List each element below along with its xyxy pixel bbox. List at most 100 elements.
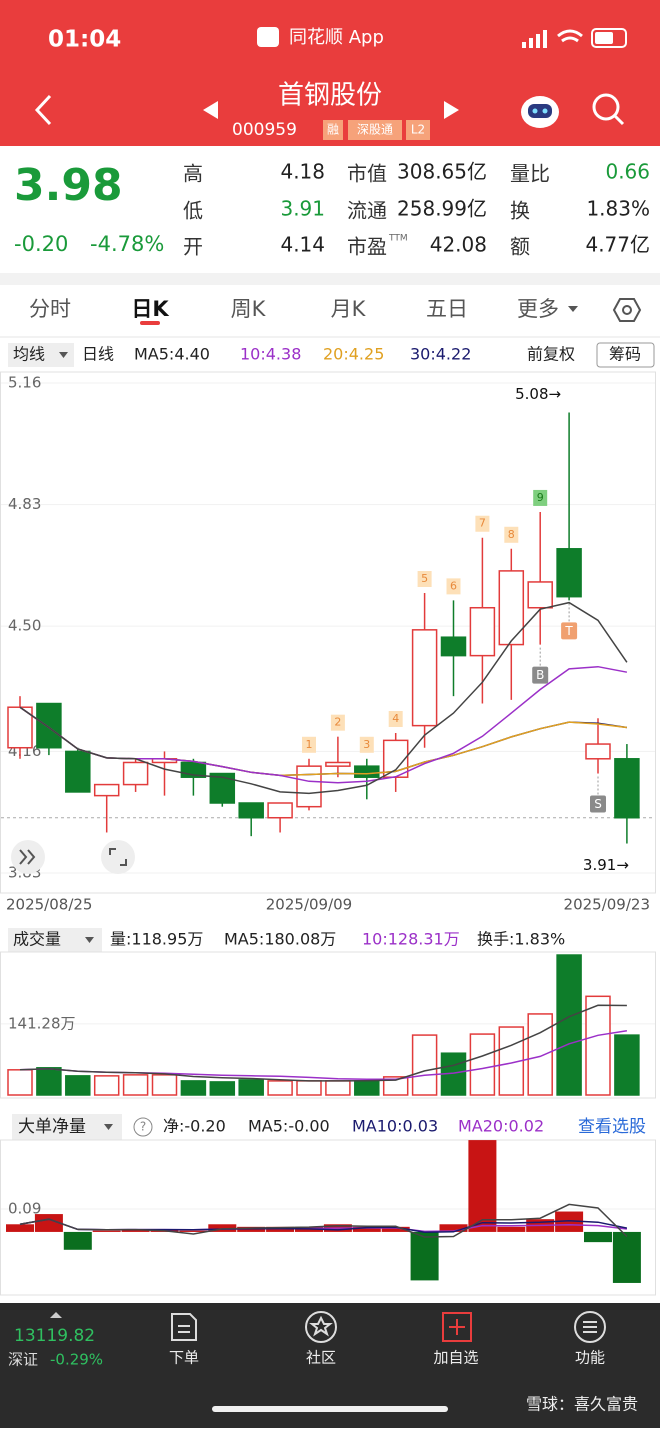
help-circle[interactable] [133, 1117, 153, 1137]
tab[interactable]: 五日 [426, 297, 468, 321]
search-icon[interactable] [592, 93, 625, 126]
volume-bar [180, 1080, 207, 1096]
flow-bar [208, 1224, 237, 1232]
low-annotation: 3.91→ [583, 856, 629, 874]
ma5-line [19, 601, 628, 795]
nav-item[interactable]: 加自选 [433, 1349, 478, 1367]
nav-item[interactable]: 下单 [169, 1349, 199, 1367]
stat-label: 低 [183, 199, 203, 223]
add-icon [442, 1312, 472, 1342]
price-panel [0, 371, 656, 894]
flow-bar [266, 1226, 295, 1232]
watermark: 雪球：喜久富贵 [526, 1395, 638, 1414]
stat-label: 市盈 [347, 235, 387, 259]
next-stock[interactable] [444, 101, 459, 119]
candle-body [527, 581, 553, 609]
flow-bar [468, 1140, 497, 1232]
dropdown-arrow [85, 937, 94, 943]
stat-label: 市值 [347, 162, 387, 186]
volume-bar [556, 954, 582, 1096]
app-icon [257, 27, 279, 47]
volume-bar [209, 1081, 236, 1096]
signal-label: 7 [479, 517, 486, 530]
badge: 融 [327, 123, 339, 137]
expand-button[interactable] [11, 840, 45, 874]
candle-body [267, 802, 293, 819]
signal-label: 9 [537, 491, 544, 504]
adjust[interactable]: 前复权 [527, 345, 575, 364]
flow-title[interactable]: 大单净量 [18, 1117, 86, 1137]
tab[interactable]: 更多 [517, 297, 559, 321]
ma-value: 20:4.25 [323, 345, 384, 364]
dropdown-arrow [568, 306, 578, 312]
flow-bar [497, 1226, 526, 1232]
robot-icon[interactable] [521, 96, 559, 128]
signal-label: 3 [363, 738, 370, 751]
volume-stat: 10:128.31万 [362, 930, 460, 949]
volume-panel [0, 951, 656, 1099]
back-button[interactable] [34, 94, 52, 126]
badge: L2 [411, 123, 425, 137]
candle-body [614, 758, 640, 819]
dropdown-arrow [104, 1124, 113, 1130]
candle-body [440, 636, 467, 657]
volume-title[interactable]: 成交量 [13, 930, 61, 949]
volume-bar [585, 995, 611, 1096]
candle-body [354, 765, 380, 778]
quote-stats: 高 4.18 低 3.91 开 4.14 市值 308.65亿 流通 258.9… [183, 160, 650, 259]
volume-bar [527, 1013, 553, 1096]
stat-value: 4.18 [280, 160, 325, 184]
y-tick-label: 0.09 [8, 1199, 41, 1217]
index-name[interactable]: 深证 [8, 1351, 38, 1369]
signal-badge [590, 795, 606, 813]
stat-value: 3.91 [280, 197, 325, 221]
signal-badge [446, 578, 461, 595]
flow-bar [6, 1224, 34, 1232]
flow-link[interactable]: 查看选股 [578, 1117, 646, 1137]
tab-underline [140, 321, 160, 325]
ma20-line [19, 706, 627, 777]
signal-badge [475, 515, 490, 532]
fullscreen-button[interactable] [101, 840, 135, 874]
nav-item[interactable]: 功能 [575, 1349, 605, 1367]
stat-value: 308.65亿 [397, 160, 487, 184]
prev-stock[interactable] [203, 101, 218, 119]
candle-body [122, 761, 149, 786]
x-date-label: 2025/09/23 [564, 896, 650, 914]
tab-active[interactable]: 日K [131, 297, 169, 321]
tab[interactable]: 月K [331, 297, 367, 321]
chips-button-bg[interactable] [596, 342, 655, 368]
change-pct: -4.78% [90, 232, 164, 256]
volume-bar [93, 1075, 120, 1096]
ma-value: MA5:4.40 [134, 345, 210, 364]
select-bg[interactable] [8, 928, 102, 952]
volume-bar [469, 1033, 496, 1096]
stat-sup: TTM [388, 234, 408, 244]
badge-bg [323, 120, 343, 140]
ma10-line [19, 665, 628, 784]
select-bg[interactable] [12, 1114, 122, 1140]
volume-bar [151, 1074, 178, 1096]
volume-stat: 换手:1.83% [477, 930, 565, 949]
signal-icon [522, 30, 547, 48]
flow-stat: MA20:0.02 [458, 1117, 544, 1136]
chips-button[interactable]: 筹码 [609, 345, 641, 364]
candle-body [36, 702, 62, 749]
index-value[interactable]: 13119.82 [14, 1326, 95, 1346]
ma30-line [19, 706, 628, 777]
settings-icon[interactable] [612, 298, 642, 322]
tab[interactable]: 分时 [29, 297, 71, 321]
signal-label: T [564, 624, 573, 638]
index-change[interactable]: -0.29% [50, 1351, 103, 1369]
candle-body [498, 570, 525, 646]
app-name: 同花顺 App [289, 27, 384, 48]
tab[interactable]: 周K [231, 297, 267, 321]
expand-glyph [19, 849, 36, 865]
nav-item[interactable]: 社区 [306, 1349, 336, 1367]
help[interactable]: ? [140, 1120, 146, 1134]
candle-body [411, 629, 438, 727]
ma-select[interactable]: 均线 [13, 345, 45, 364]
flow-bar [439, 1224, 468, 1232]
x-date-label: 2025/08/25 [6, 896, 92, 914]
